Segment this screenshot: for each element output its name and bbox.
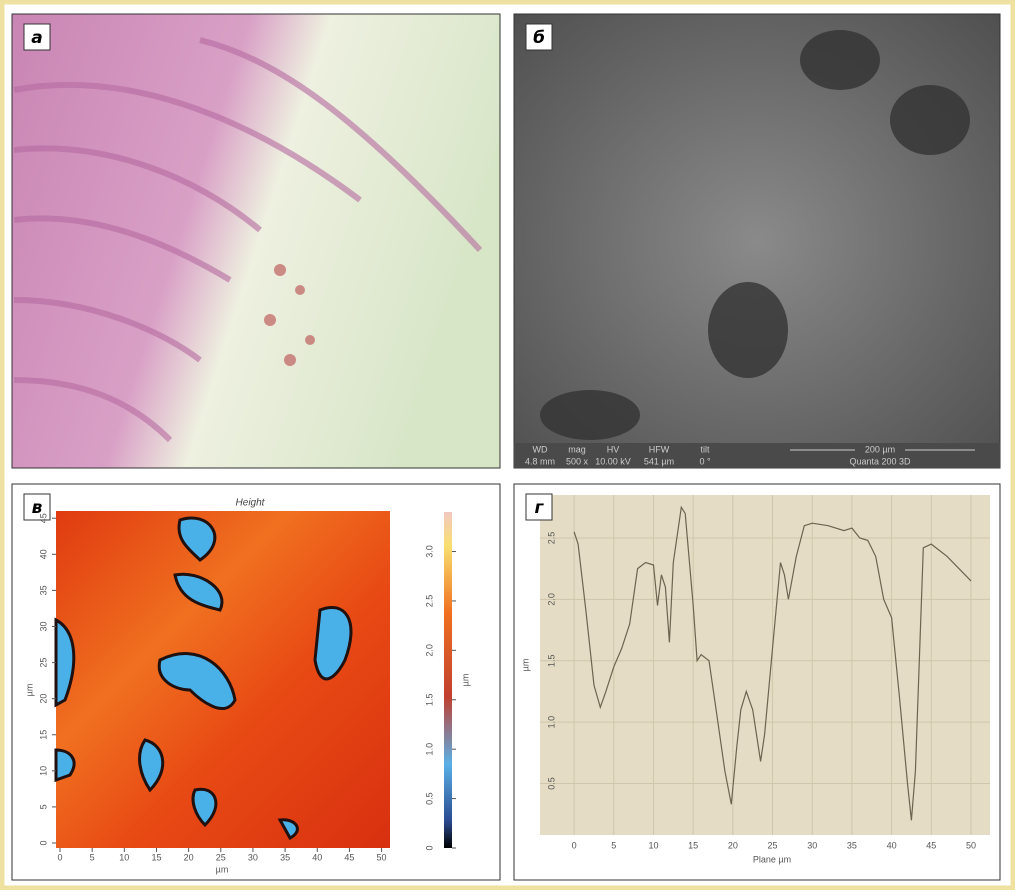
x-tick-label: 0	[57, 852, 62, 862]
y-tick-label: 0.5	[546, 777, 556, 790]
panel-b	[514, 14, 1000, 468]
y-tick-label: 1.0	[546, 716, 556, 729]
info-name: HV	[607, 444, 620, 454]
y-axis-label: µm	[24, 684, 34, 697]
panel-d	[514, 484, 1000, 880]
instrument: Quanta 200 3D	[849, 456, 911, 466]
y-tick-label: 1.5	[546, 654, 556, 667]
y-tick-label: 30	[38, 621, 48, 631]
info-name: WD	[533, 444, 548, 454]
colorbar-tick-label: 3.0	[424, 545, 434, 558]
panel-label: а	[31, 28, 42, 48]
plot-area	[540, 495, 990, 835]
panel-label: б	[533, 28, 545, 48]
y-tick-label: 10	[38, 766, 48, 776]
scale-bar-label: 200 µm	[865, 444, 895, 454]
colorbar-tick-label: 0.5	[424, 792, 434, 805]
panel-a	[12, 14, 500, 468]
x-tick-label: 25	[768, 840, 778, 850]
x-tick-label: 40	[887, 840, 897, 850]
x-tick-label: 20	[728, 840, 738, 850]
x-tick-label: 20	[184, 852, 194, 862]
info-value: 541 µm	[644, 456, 674, 466]
panel-label: г	[535, 498, 545, 518]
histology-image	[12, 14, 500, 468]
x-tick-label: 30	[248, 852, 258, 862]
y-tick-label: 35	[38, 585, 48, 595]
panel-c	[12, 484, 500, 880]
x-tick-label: 50	[966, 840, 976, 850]
heatmap-title: Height	[236, 498, 266, 509]
x-tick-label: 50	[377, 852, 387, 862]
colorbar-tick-label: 1.5	[424, 694, 434, 707]
x-axis-label: µm	[216, 864, 229, 874]
x-tick-label: 5	[611, 840, 616, 850]
x-tick-label: 45	[344, 852, 354, 862]
x-tick-label: 15	[151, 852, 161, 862]
x-tick-label: 10	[648, 840, 658, 850]
y-tick-label: 0	[38, 840, 48, 845]
colorbar-label: µm	[460, 674, 470, 687]
info-value: 10.00 kV	[595, 456, 631, 466]
x-tick-label: 30	[807, 840, 817, 850]
x-tick-label: 0	[572, 840, 577, 850]
colorbar-tick-label: 1.0	[424, 743, 434, 756]
figure: абвгWD4.8 mmmag500 xHV10.00 kVHFW541 µmt…	[0, 0, 1015, 890]
x-tick-label: 40	[312, 852, 322, 862]
y-tick-label: 25	[38, 658, 48, 668]
x-tick-label: 25	[216, 852, 226, 862]
x-tick-label: 35	[280, 852, 290, 862]
info-name: mag	[568, 444, 586, 454]
y-tick-label: 15	[38, 730, 48, 740]
x-axis-label: Plane µm	[753, 854, 791, 864]
y-tick-label: 2.0	[546, 593, 556, 606]
x-tick-label: 10	[119, 852, 129, 862]
info-value: 500 x	[566, 456, 589, 466]
x-tick-label: 15	[688, 840, 698, 850]
info-name: HFW	[649, 444, 670, 454]
x-tick-label: 35	[847, 840, 857, 850]
y-tick-label: 5	[38, 804, 48, 809]
y-tick-label: 20	[38, 694, 48, 704]
colorbar-tick-label: 2.0	[424, 644, 434, 657]
info-value: 4.8 mm	[525, 456, 555, 466]
colorbar-tick-label: 0	[424, 845, 434, 850]
y-tick-label: 2.5	[546, 532, 556, 545]
y-axis-label: µm	[520, 659, 530, 672]
x-tick-label: 5	[90, 852, 95, 862]
x-tick-label: 45	[926, 840, 936, 850]
info-name: tilt	[701, 444, 710, 454]
info-value: 0 °	[699, 456, 711, 466]
colorbar-tick-label: 2.5	[424, 595, 434, 608]
y-tick-label: 40	[38, 549, 48, 559]
colorbar	[444, 512, 452, 848]
y-tick-label: 45	[38, 513, 48, 523]
